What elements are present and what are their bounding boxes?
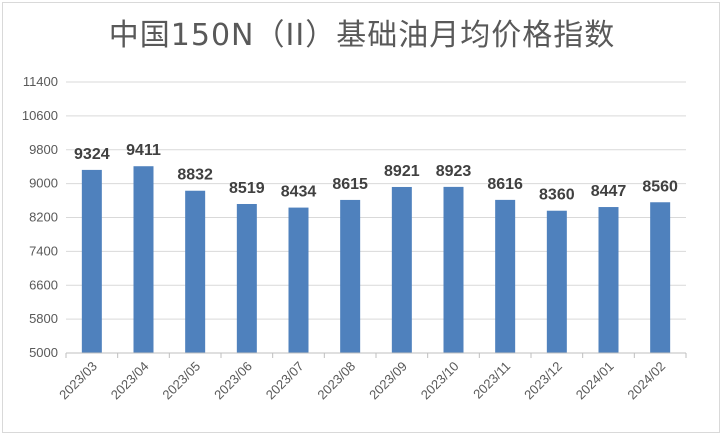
y-tick-label: 6600 [29,277,58,292]
data-label: 8434 [281,184,317,201]
data-labels: 9324 9411 8832 8519 8434 8615 8921 8923 8616 8360… [74,142,678,204]
data-label: 8615 [332,176,368,193]
data-label: 9411 [126,142,161,159]
bar [133,166,154,353]
y-tick-label: 9800 [29,142,58,157]
chart-title: 中国150N（II）基础油月均价格指数 [108,18,616,53]
y-tick-label: 5000 [29,345,58,360]
y-tick-label: 8200 [29,210,58,225]
bar [650,202,671,353]
x-tick-label: 2023/10 [418,359,462,403]
y-axis: 5000 5800 6600 7400 8200 9000 9800 10600 11400 [22,74,58,360]
bar [598,207,619,353]
bar [185,190,206,353]
x-tick-label: 2023/07 [263,359,307,403]
bar [288,207,309,353]
y-tick-label: 9000 [29,176,58,191]
data-label: 8832 [177,167,213,184]
bar [340,199,361,353]
data-label: 8923 [436,163,472,180]
y-tick-label: 10600 [22,108,58,123]
bar [443,186,464,353]
x-tick-label: 2023/04 [108,359,152,403]
bar [236,203,257,353]
bar [81,169,102,353]
bar [546,210,567,353]
y-tick-label: 5800 [29,311,58,326]
x-tick-label: 2023/08 [314,359,358,403]
x-tick-label: 2023/11 [470,359,513,402]
x-tick-label: 2023/12 [521,359,565,403]
data-label: 8560 [642,178,678,195]
y-tick-label: 7400 [29,243,58,258]
data-label: 8921 [384,163,420,180]
bar [391,186,412,353]
data-label: 8360 [539,187,575,204]
gridlines [66,81,686,354]
x-axis: 2023/03 2023/04 2023/05 2023/06 2023/07 2023/… [56,352,687,403]
bar [495,199,516,353]
data-label: 8447 [591,183,627,200]
data-label: 8616 [487,176,523,193]
x-tick-label: 2023/03 [56,359,100,403]
x-tick-label: 2023/06 [211,359,255,403]
data-label: 8519 [229,180,265,197]
bars [81,166,671,353]
x-tick-label: 2023/09 [366,359,410,403]
x-tick-label: 2024/01 [573,359,617,403]
data-label: 9324 [74,146,110,163]
x-tick-label: 2023/05 [159,359,203,403]
y-tick-label: 11400 [23,74,58,89]
x-tick-label: 2024/02 [624,359,668,403]
